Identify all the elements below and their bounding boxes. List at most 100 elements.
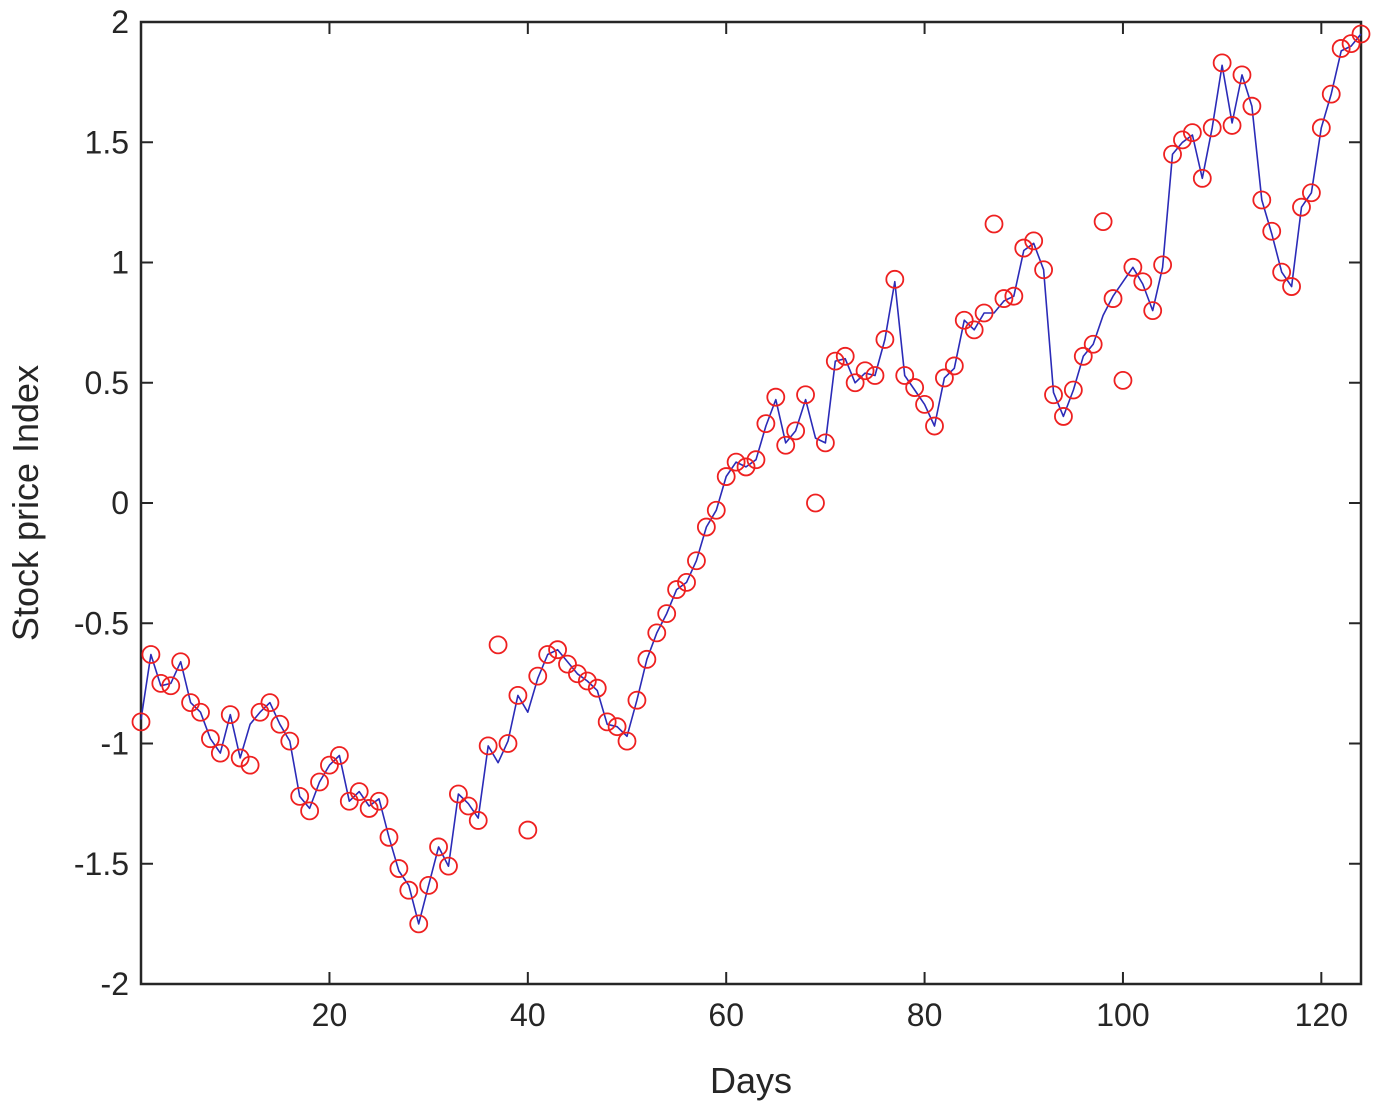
- data-marker: [1292, 197, 1311, 217]
- data-marker: [667, 580, 687, 599]
- data-marker: [1341, 34, 1361, 54]
- plot-area: [139, 20, 1363, 986]
- data-marker: [488, 635, 508, 655]
- data-marker: [637, 649, 657, 669]
- data-marker: [647, 623, 667, 643]
- data-marker: [1321, 84, 1341, 104]
- x-tick-label: 60: [708, 997, 744, 1033]
- data-marker: [766, 387, 786, 407]
- data-marker: [250, 702, 270, 722]
- data-marker: [617, 731, 637, 751]
- data-marker: [756, 414, 776, 434]
- data-marker: [1044, 385, 1063, 405]
- data-marker: [706, 500, 726, 520]
- data-marker: [786, 421, 806, 441]
- data-marker: [677, 572, 696, 592]
- data-marker: [994, 289, 1014, 308]
- data-marker: [1302, 183, 1321, 203]
- data-marker: [954, 310, 974, 330]
- data-marker: [726, 452, 746, 472]
- data-marker: [1113, 370, 1133, 390]
- data-marker: [458, 796, 478, 816]
- data-marker: [131, 712, 151, 732]
- marker-group: [131, 24, 1371, 934]
- y-tick-label: 0.5: [85, 365, 129, 401]
- data-marker: [1103, 289, 1123, 308]
- data-marker: [270, 714, 290, 734]
- data-marker: [329, 746, 349, 765]
- data-marker: [548, 640, 567, 660]
- data-marker: [181, 693, 200, 713]
- x-tick-label: 40: [510, 997, 546, 1033]
- data-marker: [1034, 260, 1054, 280]
- data-marker: [161, 676, 181, 696]
- data-marker: [508, 686, 528, 705]
- data-marker: [538, 645, 558, 664]
- data-marker: [1262, 221, 1282, 241]
- data-marker: [448, 784, 468, 804]
- data-marker: [1093, 212, 1113, 232]
- data-marker: [1014, 238, 1034, 258]
- y-tick-labels: -2 -1.5 -1 -0.5 0 0.5 1 1.5 2: [74, 4, 129, 1002]
- y-tick-label: 1.5: [85, 124, 129, 160]
- data-marker: [1351, 24, 1371, 44]
- data-marker: [419, 875, 439, 895]
- data-marker: [915, 394, 934, 414]
- x-axis-label: Days: [710, 1060, 792, 1101]
- y-tick-label: 2: [111, 4, 129, 40]
- y-tick-label: -1: [101, 726, 129, 762]
- data-marker: [220, 705, 240, 725]
- data-marker: [1272, 262, 1292, 282]
- data-marker: [944, 356, 964, 376]
- data-marker: [964, 320, 984, 340]
- data-marker: [1073, 346, 1093, 366]
- data-marker: [359, 799, 379, 818]
- data-marker: [657, 604, 677, 624]
- series-line: [140, 33, 1362, 925]
- data-marker: [1202, 118, 1222, 138]
- data-marker: [815, 433, 835, 453]
- data-marker: [974, 303, 994, 323]
- data-marker: [696, 517, 716, 537]
- data-marker: [1063, 380, 1083, 400]
- data-marker: [240, 755, 260, 775]
- data-marker: [498, 734, 518, 753]
- y-tick-label: -0.5: [74, 605, 129, 641]
- data-marker: [568, 664, 587, 684]
- data-marker: [607, 717, 627, 737]
- data-marker: [687, 551, 706, 571]
- data-marker: [1331, 39, 1351, 58]
- y-tick-label: -2: [101, 966, 129, 1002]
- data-marker: [518, 820, 538, 840]
- data-marker: [984, 214, 1004, 234]
- data-marker: [1024, 231, 1044, 251]
- data-marker: [1311, 118, 1331, 138]
- data-marker: [141, 645, 161, 664]
- data-marker: [399, 880, 419, 900]
- data-marker: [260, 693, 280, 713]
- data-marker: [885, 269, 905, 289]
- data-marker: [736, 457, 756, 477]
- data-marker: [349, 782, 369, 801]
- data-marker: [1232, 65, 1252, 85]
- data-marker: [577, 671, 597, 691]
- data-marker: [1212, 53, 1232, 73]
- x-tick-label: 100: [1096, 997, 1149, 1033]
- axis-ticks: [141, 21, 1361, 985]
- data-marker: [1192, 168, 1212, 188]
- x-tick-label: 120: [1295, 997, 1348, 1033]
- data-marker: [320, 755, 339, 775]
- x-tick-labels: 20 40 60 80 100 120: [312, 997, 1348, 1033]
- data-marker: [895, 366, 915, 385]
- data-marker: [1083, 334, 1103, 354]
- data-marker: [280, 731, 300, 751]
- data-marker: [191, 702, 210, 722]
- data-marker: [776, 435, 796, 455]
- data-marker: [905, 378, 925, 397]
- data-marker: [746, 450, 766, 470]
- data-marker: [528, 666, 548, 686]
- data-marker: [1222, 116, 1242, 135]
- data-marker: [825, 351, 845, 371]
- data-marker: [171, 652, 191, 672]
